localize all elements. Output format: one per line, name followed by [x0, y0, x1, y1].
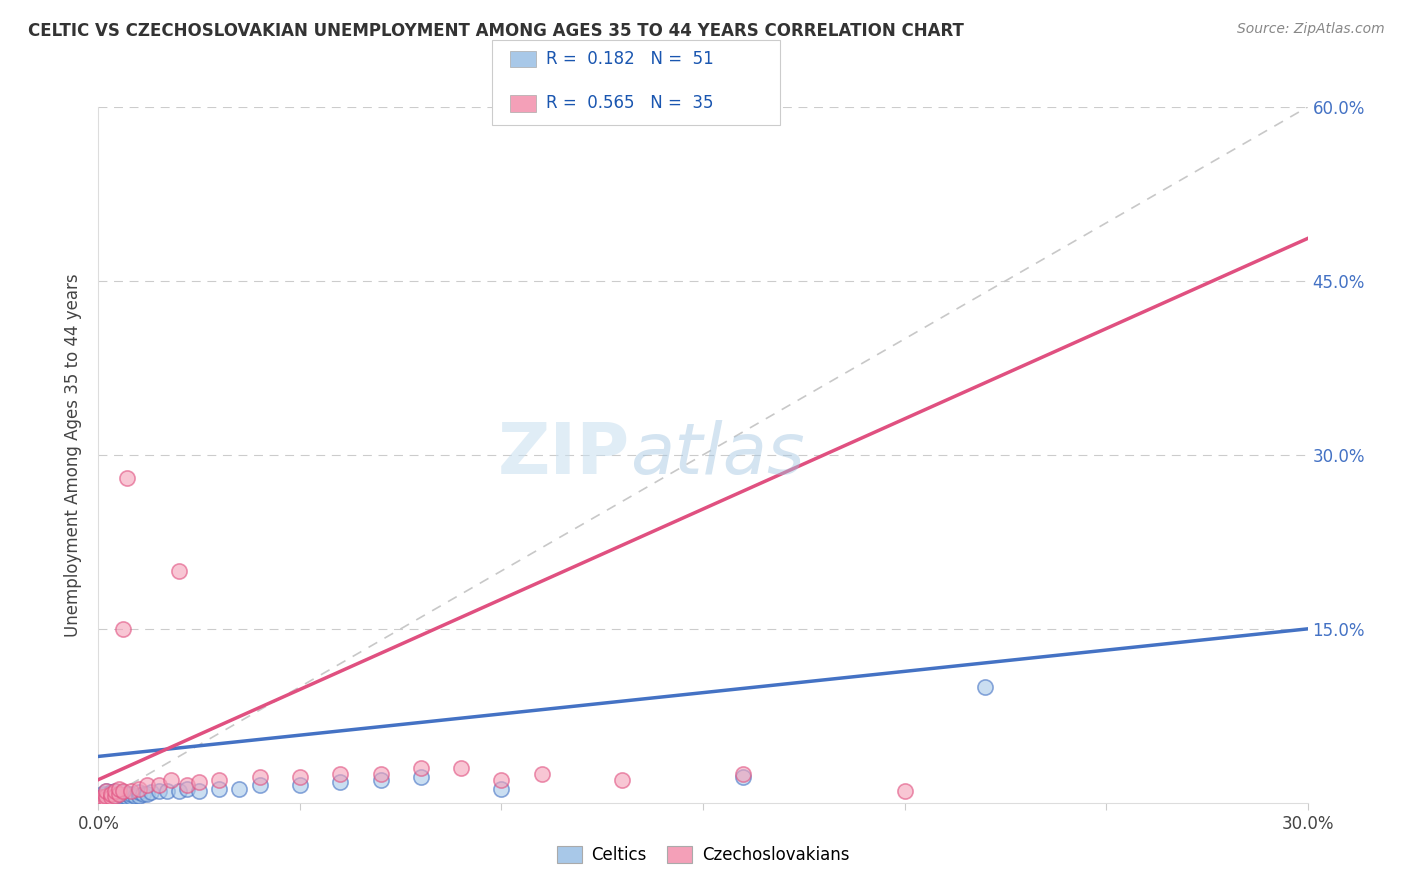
Point: [100, 793, 122, 807]
Point: [370, 772, 392, 787]
Point: [370, 767, 392, 781]
Point: [111, 622, 134, 636]
Point: [120, 787, 142, 801]
Point: [91, 793, 114, 807]
Point: [103, 788, 125, 802]
Point: [91, 792, 114, 806]
Point: [96, 792, 118, 806]
Point: [188, 784, 211, 798]
Point: [329, 767, 352, 781]
Point: [128, 781, 150, 796]
Point: [120, 784, 142, 798]
Point: [100, 790, 122, 805]
Point: [120, 790, 142, 805]
Point: [91, 792, 114, 806]
Point: [103, 790, 125, 805]
Point: [409, 761, 432, 775]
Text: ZIP: ZIP: [498, 420, 630, 490]
Point: [249, 770, 271, 784]
Point: [87, 793, 110, 807]
Point: [87, 793, 110, 807]
Point: [96, 789, 118, 803]
Point: [208, 781, 231, 796]
Point: [329, 775, 352, 789]
Point: [107, 781, 129, 796]
Point: [96, 793, 118, 807]
Text: R =  0.182   N =  51: R = 0.182 N = 51: [546, 50, 713, 68]
Point: [100, 785, 122, 799]
Point: [135, 778, 157, 793]
Point: [111, 785, 134, 799]
Y-axis label: Unemployment Among Ages 35 to 44 years: Unemployment Among Ages 35 to 44 years: [65, 273, 83, 637]
Point: [96, 792, 118, 806]
Point: [100, 787, 122, 801]
Point: [111, 789, 134, 803]
Point: [491, 781, 513, 796]
Point: [96, 791, 118, 805]
Point: [96, 789, 118, 803]
Point: [124, 789, 146, 803]
Point: [91, 787, 114, 801]
Point: [167, 564, 190, 578]
Point: [91, 790, 114, 805]
Point: [160, 772, 183, 787]
Point: [167, 784, 190, 798]
Point: [111, 784, 134, 798]
Text: R =  0.565   N =  35: R = 0.565 N = 35: [546, 95, 713, 112]
Point: [115, 471, 138, 485]
Point: [893, 784, 915, 798]
Point: [128, 789, 150, 803]
Point: [288, 778, 311, 793]
Point: [128, 785, 150, 799]
Point: [111, 791, 134, 805]
Point: [103, 784, 125, 798]
Point: [249, 778, 271, 793]
Point: [450, 761, 472, 775]
Point: [176, 778, 198, 793]
Point: [100, 788, 122, 802]
Text: Source: ZipAtlas.com: Source: ZipAtlas.com: [1237, 22, 1385, 37]
Point: [91, 790, 114, 805]
Text: CELTIC VS CZECHOSLOVAKIAN UNEMPLOYMENT AMONG AGES 35 TO 44 YEARS CORRELATION CHA: CELTIC VS CZECHOSLOVAKIAN UNEMPLOYMENT A…: [28, 22, 965, 40]
Point: [733, 770, 755, 784]
Point: [228, 781, 250, 796]
Point: [612, 772, 634, 787]
Point: [100, 792, 122, 806]
Point: [148, 784, 170, 798]
Point: [115, 790, 138, 805]
Point: [135, 787, 157, 801]
Point: [107, 787, 129, 801]
Point: [96, 784, 118, 798]
Point: [103, 792, 125, 806]
Point: [132, 787, 155, 801]
Point: [107, 787, 129, 801]
Point: [188, 775, 211, 789]
Point: [974, 680, 997, 694]
Point: [139, 785, 162, 799]
Point: [176, 781, 198, 796]
Point: [96, 787, 118, 801]
Text: atlas: atlas: [630, 420, 806, 490]
Point: [148, 778, 170, 793]
Point: [491, 772, 513, 787]
Point: [733, 767, 755, 781]
Point: [409, 770, 432, 784]
Point: [208, 772, 231, 787]
Point: [107, 790, 129, 805]
Point: [107, 792, 129, 806]
Point: [530, 767, 553, 781]
Point: [288, 770, 311, 784]
Legend: Celtics, Czechoslovakians: Celtics, Czechoslovakians: [550, 839, 856, 871]
Point: [100, 790, 122, 805]
Point: [96, 784, 118, 798]
Point: [156, 784, 179, 798]
Point: [103, 784, 125, 798]
Point: [103, 789, 125, 803]
Point: [115, 787, 138, 801]
